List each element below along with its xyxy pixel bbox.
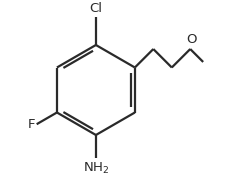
Text: F: F xyxy=(27,118,35,131)
Text: Cl: Cl xyxy=(89,2,102,15)
Text: NH$_2$: NH$_2$ xyxy=(82,161,109,176)
Text: O: O xyxy=(185,33,196,46)
